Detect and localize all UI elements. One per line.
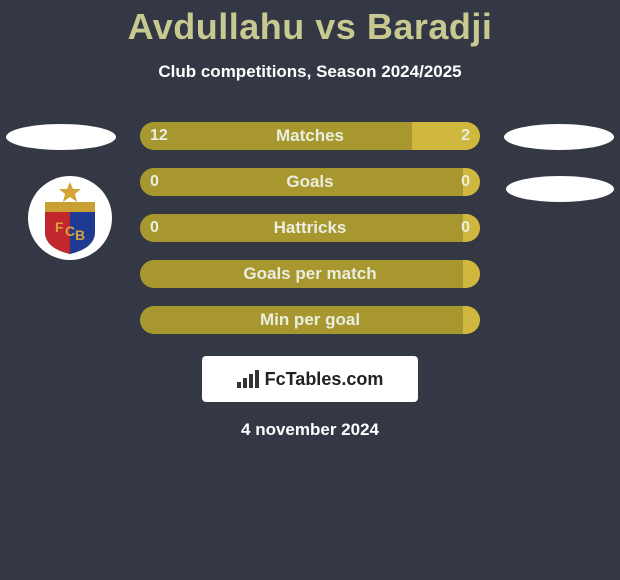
- brand-box[interactable]: FcTables.com: [202, 356, 418, 402]
- subtitle: Club competitions, Season 2024/2025: [0, 62, 620, 82]
- stat-label: Min per goal: [140, 310, 480, 330]
- stat-bar: Min per goal: [140, 306, 480, 334]
- stat-label: Hattricks: [140, 218, 480, 238]
- stat-bar: 122Matches: [140, 122, 480, 150]
- stat-label: Matches: [140, 126, 480, 146]
- stat-label: Goals per match: [140, 264, 480, 284]
- brand-text: FcTables.com: [265, 369, 384, 390]
- bar-chart-icon: [237, 370, 259, 388]
- stat-bar: 00Hattricks: [140, 214, 480, 242]
- stat-label: Goals: [140, 172, 480, 192]
- comparison-bars: 122Matches 00Goals 00Hattricks Goals per ma…: [0, 122, 620, 334]
- date-text: 4 november 2024: [0, 420, 620, 440]
- stat-bar: 00Goals: [140, 168, 480, 196]
- page-title: Avdullahu vs Baradji: [0, 0, 620, 48]
- stat-bar: Goals per match: [140, 260, 480, 288]
